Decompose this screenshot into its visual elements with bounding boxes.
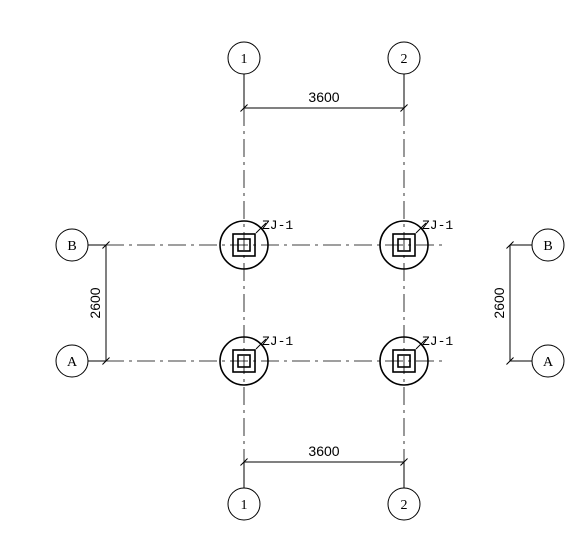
structural-grid-diagram: 1 2 3600 1 2 3600 B A 2600 B A 2600 ZJ-1 ZJ-1 ZJ-1 ZJ-1 — [0, 0, 588, 544]
svg-text:ZJ-1: ZJ-1 — [422, 334, 453, 349]
svg-text:3600: 3600 — [308, 89, 339, 105]
svg-text:B: B — [67, 239, 76, 254]
svg-text:1: 1 — [241, 52, 248, 67]
svg-text:A: A — [67, 355, 78, 370]
svg-text:A: A — [543, 355, 554, 370]
svg-text:2: 2 — [401, 498, 408, 513]
svg-text:2600: 2600 — [491, 287, 507, 318]
svg-text:2600: 2600 — [87, 287, 103, 318]
svg-text:1: 1 — [241, 498, 248, 513]
svg-text:ZJ-1: ZJ-1 — [422, 218, 453, 233]
svg-text:ZJ-1: ZJ-1 — [262, 334, 293, 349]
svg-text:ZJ-1: ZJ-1 — [262, 218, 293, 233]
svg-text:B: B — [543, 239, 552, 254]
svg-text:2: 2 — [401, 52, 408, 67]
svg-text:3600: 3600 — [308, 443, 339, 459]
